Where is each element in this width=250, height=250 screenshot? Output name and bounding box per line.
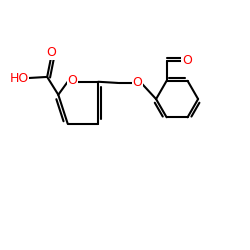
Text: O: O [132, 76, 142, 90]
Text: HO: HO [10, 72, 29, 85]
Text: O: O [67, 74, 77, 87]
Text: O: O [46, 46, 56, 60]
Text: O: O [182, 54, 192, 67]
